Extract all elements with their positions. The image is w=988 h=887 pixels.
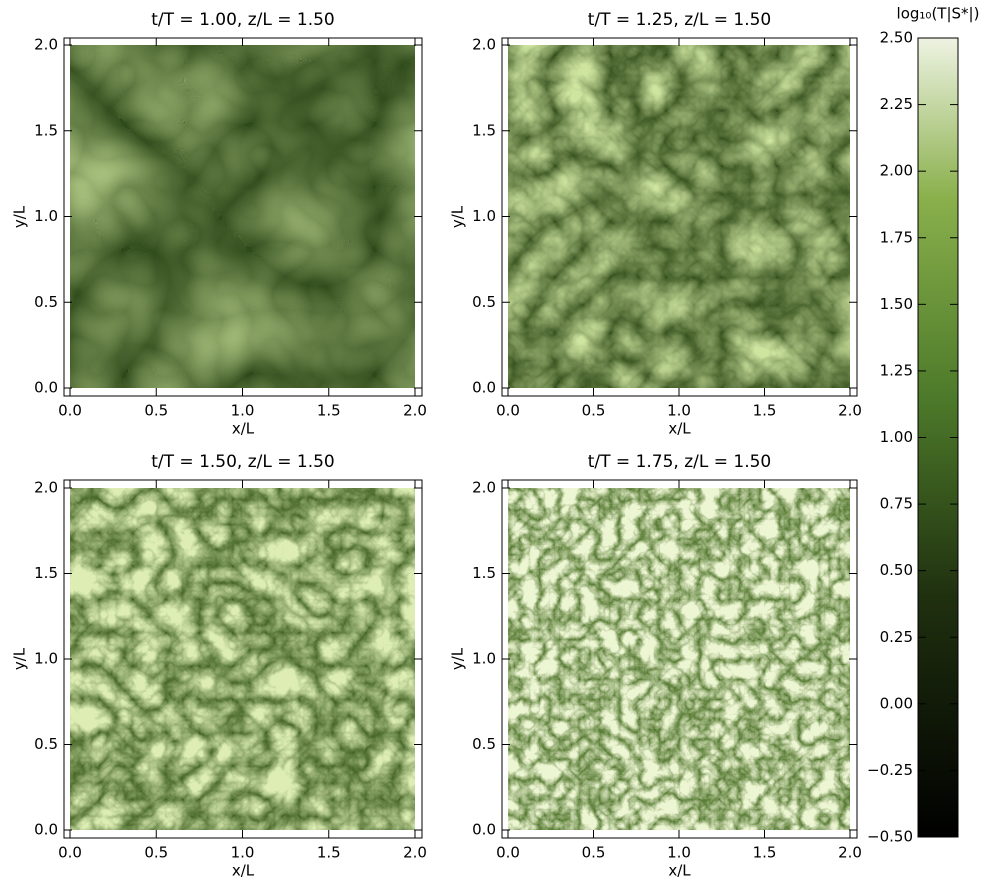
y-tick-label: 1.5 xyxy=(34,564,58,582)
x-tick-label: 1.5 xyxy=(753,844,777,862)
y-tick-label: 1.5 xyxy=(472,121,496,139)
colorbar-tick-label: −0.25 xyxy=(867,761,913,779)
y-tick-label: 2.0 xyxy=(34,479,58,497)
x-tick-label: 1.0 xyxy=(231,402,255,420)
panel-title: t/T = 1.50, z/L = 1.50 xyxy=(151,452,335,472)
x-tick-label: 2.0 xyxy=(403,844,427,862)
panel-title: t/T = 1.75, z/L = 1.50 xyxy=(588,452,772,472)
y-tick-label: 1.0 xyxy=(34,650,58,668)
field-texture xyxy=(508,45,850,388)
y-tick-label: 0.0 xyxy=(472,379,496,397)
colorbar-tick-label: 0.50 xyxy=(880,561,913,579)
x-axis-label: x/L xyxy=(668,862,691,880)
y-axis-label: y/L xyxy=(11,647,29,670)
y-axis-label: y/L xyxy=(449,205,467,228)
y-tick-label: 0.5 xyxy=(472,735,496,753)
y-tick-label: 0.0 xyxy=(472,821,496,839)
colorbar-title: log₁₀(T|S*|) xyxy=(897,5,980,23)
y-tick-label: 1.0 xyxy=(472,207,496,225)
x-tick-label: 0.0 xyxy=(58,844,82,862)
y-tick-label: 0.5 xyxy=(34,735,58,753)
colorbar-tick-label: 1.50 xyxy=(880,295,913,313)
x-tick-label: 2.0 xyxy=(403,402,427,420)
x-tick-label: 1.0 xyxy=(667,402,691,420)
y-tick-label: 0.5 xyxy=(34,293,58,311)
colorbar-tick-label: −0.50 xyxy=(867,828,913,846)
x-axis-label: x/L xyxy=(668,420,691,438)
x-tick-label: 0.5 xyxy=(582,402,606,420)
colorbar-tick-label: 2.25 xyxy=(880,95,913,113)
panel-title: t/T = 1.25, z/L = 1.50 xyxy=(588,10,772,30)
colorbar-tick-label: 0.75 xyxy=(880,495,913,513)
x-axis-label: x/L xyxy=(232,862,255,880)
y-tick-label: 0.5 xyxy=(472,293,496,311)
x-tick-label: 0.0 xyxy=(496,402,520,420)
x-tick-label: 1.5 xyxy=(317,844,341,862)
y-tick-label: 2.0 xyxy=(472,479,496,497)
field-texture xyxy=(508,488,850,830)
colorbar-tick-label: 1.75 xyxy=(880,228,913,246)
x-tick-label: 0.0 xyxy=(496,844,520,862)
field-texture xyxy=(70,45,415,388)
x-tick-label: 2.0 xyxy=(838,844,862,862)
y-tick-label: 1.5 xyxy=(34,121,58,139)
x-tick-label: 1.0 xyxy=(231,844,255,862)
x-tick-label: 2.0 xyxy=(838,402,862,420)
x-tick-label: 1.5 xyxy=(753,402,777,420)
x-tick-label: 1.0 xyxy=(667,844,691,862)
x-tick-label: 1.5 xyxy=(317,402,341,420)
panel-title: t/T = 1.00, z/L = 1.50 xyxy=(151,10,335,30)
y-tick-label: 2.0 xyxy=(34,36,58,54)
colorbar-tick-label: 1.25 xyxy=(880,361,913,379)
y-tick-label: 0.0 xyxy=(34,821,58,839)
x-tick-label: 0.5 xyxy=(144,402,168,420)
y-axis-label: y/L xyxy=(11,205,29,228)
colorbar-tick-label: 2.00 xyxy=(880,162,913,180)
y-tick-label: 2.0 xyxy=(472,36,496,54)
colorbar-tick-label: 2.50 xyxy=(880,29,913,47)
y-tick-label: 0.0 xyxy=(34,379,58,397)
x-tick-label: 0.5 xyxy=(144,844,168,862)
colorbar-tick-label: 0.00 xyxy=(880,694,913,712)
field-texture xyxy=(70,488,415,830)
y-tick-label: 1.0 xyxy=(472,650,496,668)
x-tick-label: 0.0 xyxy=(58,402,82,420)
y-tick-label: 1.5 xyxy=(472,564,496,582)
colorbar-tick-label: 1.00 xyxy=(880,428,913,446)
colorbar-tick-label: 0.25 xyxy=(880,628,913,646)
x-tick-label: 0.5 xyxy=(582,844,606,862)
x-axis-label: x/L xyxy=(232,420,255,438)
y-axis-label: y/L xyxy=(449,647,467,670)
y-tick-label: 1.0 xyxy=(34,207,58,225)
